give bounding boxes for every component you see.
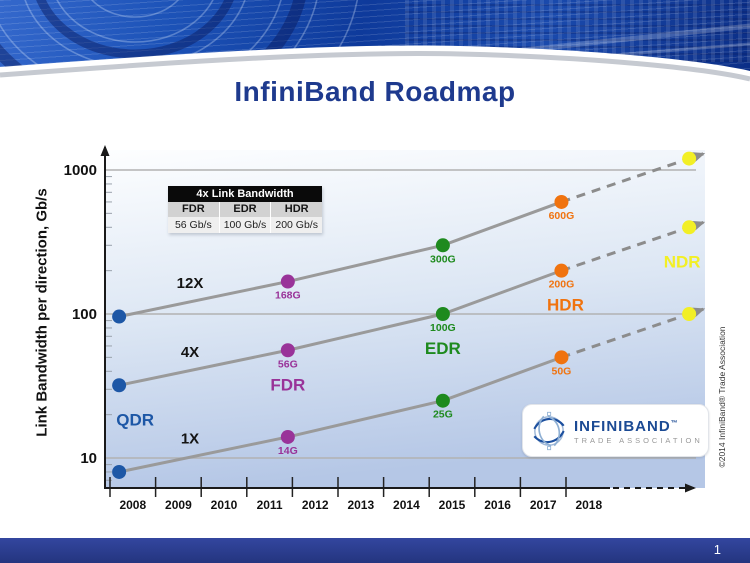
point-value-label: 168G [275,290,301,302]
point-value-label: 25G [433,409,453,421]
infiniband-logo: INFINIBAND™ TRADE ASSOCIATION [522,404,709,457]
table-col-fdr: FDR [168,202,219,217]
x-tick-label: 2011 [257,498,283,512]
data-point-fdr-1x [280,429,295,444]
point-value-label: 600G [549,210,575,222]
table-val-hdr: 200 Gb/s [270,217,323,233]
data-point-fdr-12x [280,274,295,289]
data-point-hdr-4x [554,263,569,278]
logo-wordmark: INFINIBAND™ [574,418,678,435]
table-title: 4x Link Bandwidth [168,186,322,202]
multiplier-label: 1X [181,430,199,447]
point-value-label: 100G [430,322,456,334]
x-tick-label: 2014 [393,498,420,512]
data-point-ndr-1x [682,307,697,321]
data-point-qdr-12x [112,309,127,324]
data-point-ndr-12x [682,151,697,166]
x-tick-label: 2017 [530,498,557,512]
data-point-edr-12x [435,238,450,253]
x-tick-label: 2018 [575,498,602,512]
point-value-label: 56G [278,358,298,370]
table-val-edr: 100 Gb/s [218,217,271,233]
x-tick-label: 2010 [211,498,238,512]
banner-curve [0,45,750,101]
table-val-fdr: 56 Gb/s [168,217,219,233]
y-axis-title: Link Bandwidth per direction, Gb/s [33,188,51,437]
page-number: 1 [713,542,721,557]
series-projection-4x [560,220,706,273]
copyright-vertical-text: ©2014 InfiniBand® Trade Association [717,326,727,468]
data-point-edr-4x [435,307,450,321]
point-value-label: 50G [552,365,572,377]
series-line-1x [118,355,562,474]
generation-label-hdr: HDR [547,296,584,315]
infiniband-swirl-icon [533,411,565,450]
x-tick-label: 2013 [347,498,374,512]
series-line-4x [118,269,562,387]
data-point-fdr-4x [280,343,295,358]
table-header-row: FDR EDR HDR [168,202,323,217]
data-point-hdr-1x [554,350,569,365]
y-tick-label: 1000 [64,162,97,179]
y-tick-label: 10 [80,450,97,467]
table-col-edr: EDR [218,202,271,217]
generation-label-edr: EDR [425,339,461,358]
point-value-label: 300G [430,253,456,265]
header-banner [0,0,750,101]
footer-bar: 1 [0,538,750,563]
generation-label-ndr: NDR [664,252,701,271]
x-tick-label: 2015 [439,498,466,512]
y-tick-label: 100 [72,306,97,323]
data-point-hdr-12x [554,194,569,209]
data-point-ndr-4x [682,220,697,235]
logo-subtitle: TRADE ASSOCIATION [574,436,703,445]
multiplier-label: 4X [181,344,199,361]
generation-label-qdr: QDR [116,410,154,429]
generation-label-fdr: FDR [270,375,305,394]
point-value-label: 200G [549,279,575,291]
multiplier-label: 12X [177,275,204,292]
x-tick-label: 2012 [302,498,329,512]
point-value-label: 14G [278,445,298,457]
x-tick-label: 2009 [165,498,192,512]
data-point-edr-1x [435,393,450,408]
table-value-row: 56 Gb/s 100 Gb/s 200 Gb/s [168,217,323,233]
link-bandwidth-table: 4x Link Bandwidth FDR EDR HDR 56 Gb/s 10… [168,186,323,233]
page-title: InfiniBand Roadmap [234,76,516,107]
data-point-qdr-4x [112,378,127,393]
x-tick-label: 2008 [119,498,146,512]
data-point-qdr-1x [112,464,127,479]
x-tick-label: 2016 [484,498,511,512]
series-projection-1x [560,307,706,359]
table-col-hdr: HDR [270,202,323,217]
series-projection-12x [560,152,706,204]
series-line-12x [118,200,562,319]
